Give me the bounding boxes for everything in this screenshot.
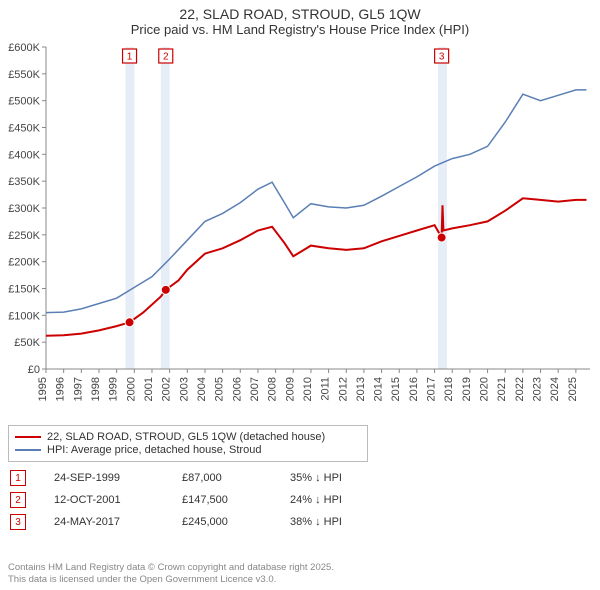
- svg-text:£400K: £400K: [8, 149, 40, 161]
- svg-text:2015: 2015: [390, 377, 402, 401]
- svg-text:£100K: £100K: [8, 310, 40, 322]
- sale-price: £245,000: [182, 516, 262, 528]
- sale-date: 24-MAY-2017: [54, 516, 154, 528]
- svg-text:£350K: £350K: [8, 176, 40, 188]
- table-row: 2 12-OCT-2001 £147,500 24% ↓ HPI: [10, 492, 590, 508]
- legend-label: HPI: Average price, detached house, Stro…: [47, 444, 261, 456]
- svg-text:2000: 2000: [125, 377, 137, 401]
- sale-delta: 35% ↓ HPI: [290, 472, 380, 484]
- title-block: 22, SLAD ROAD, STROUD, GL5 1QW Price pai…: [0, 0, 600, 39]
- svg-text:1996: 1996: [55, 377, 67, 401]
- svg-text:1: 1: [127, 52, 133, 63]
- svg-text:2024: 2024: [549, 377, 561, 401]
- svg-text:2007: 2007: [249, 377, 261, 401]
- footer-line2: This data is licensed under the Open Gov…: [8, 574, 334, 586]
- svg-text:1997: 1997: [72, 377, 84, 401]
- sale-price: £87,000: [182, 472, 262, 484]
- svg-text:3: 3: [439, 52, 445, 63]
- svg-text:2025: 2025: [567, 377, 579, 401]
- svg-text:1998: 1998: [90, 377, 102, 401]
- legend-swatch: [15, 449, 41, 451]
- sale-marker-icon: 2: [10, 492, 26, 508]
- svg-text:2013: 2013: [355, 377, 367, 401]
- svg-text:£150K: £150K: [8, 284, 40, 296]
- svg-text:2017: 2017: [426, 377, 438, 401]
- svg-text:1999: 1999: [108, 377, 120, 401]
- svg-text:2011: 2011: [320, 377, 332, 401]
- sale-date: 24-SEP-1999: [54, 472, 154, 484]
- svg-text:2005: 2005: [214, 377, 226, 401]
- svg-text:2001: 2001: [143, 377, 155, 401]
- table-row: 1 24-SEP-1999 £87,000 35% ↓ HPI: [10, 470, 590, 486]
- svg-text:£0: £0: [28, 364, 40, 376]
- svg-text:2009: 2009: [284, 377, 296, 401]
- svg-text:£50K: £50K: [14, 337, 40, 349]
- svg-text:2002: 2002: [161, 377, 173, 401]
- svg-text:2022: 2022: [514, 377, 526, 401]
- svg-text:£500K: £500K: [8, 96, 40, 108]
- sale-delta: 38% ↓ HPI: [290, 516, 380, 528]
- svg-text:2021: 2021: [496, 377, 508, 401]
- svg-text:£550K: £550K: [8, 69, 40, 81]
- footer-line1: Contains HM Land Registry data © Crown c…: [8, 562, 334, 574]
- chart-area: £0 £50K £100K £150K £200K £250K £300K £350K £400…: [0, 39, 600, 419]
- svg-text:£200K: £200K: [8, 257, 40, 269]
- svg-text:2003: 2003: [178, 377, 190, 401]
- svg-text:£600K: £600K: [8, 42, 40, 54]
- sale-date: 12-OCT-2001: [54, 494, 154, 506]
- svg-text:2016: 2016: [408, 377, 420, 401]
- svg-text:2006: 2006: [231, 377, 243, 401]
- svg-text:2023: 2023: [532, 377, 544, 401]
- svg-text:2020: 2020: [479, 377, 491, 401]
- svg-text:2010: 2010: [302, 377, 314, 401]
- footer-attribution: Contains HM Land Registry data © Crown c…: [8, 562, 334, 586]
- svg-text:2: 2: [163, 52, 169, 63]
- line-chart-svg: £0 £50K £100K £150K £200K £250K £300K £350K £400…: [0, 39, 600, 419]
- svg-text:£300K: £300K: [8, 203, 40, 215]
- title-line2: Price paid vs. HM Land Registry's House …: [0, 22, 600, 37]
- svg-text:2008: 2008: [267, 377, 279, 401]
- svg-text:2014: 2014: [373, 377, 385, 401]
- svg-text:2012: 2012: [337, 377, 349, 401]
- table-row: 3 24-MAY-2017 £245,000 38% ↓ HPI: [10, 514, 590, 530]
- svg-text:£250K: £250K: [8, 230, 40, 242]
- legend-swatch: [15, 436, 41, 438]
- legend-item: HPI: Average price, detached house, Stro…: [15, 444, 361, 456]
- legend-item: 22, SLAD ROAD, STROUD, GL5 1QW (detached…: [15, 431, 361, 443]
- sale-price: £147,500: [182, 494, 262, 506]
- svg-text:2004: 2004: [196, 377, 208, 401]
- sale-delta: 24% ↓ HPI: [290, 494, 380, 506]
- sale-marker-icon: 1: [10, 470, 26, 486]
- svg-text:£450K: £450K: [8, 123, 40, 135]
- title-line1: 22, SLAD ROAD, STROUD, GL5 1QW: [0, 6, 600, 22]
- legend-label: 22, SLAD ROAD, STROUD, GL5 1QW (detached…: [47, 431, 325, 443]
- svg-text:1995: 1995: [37, 377, 49, 401]
- legend: 22, SLAD ROAD, STROUD, GL5 1QW (detached…: [8, 425, 368, 462]
- svg-text:2019: 2019: [461, 377, 473, 401]
- chart-container: 22, SLAD ROAD, STROUD, GL5 1QW Price pai…: [0, 0, 600, 590]
- sales-table: 1 24-SEP-1999 £87,000 35% ↓ HPI 2 12-OCT…: [10, 470, 590, 530]
- sale-marker-icon: 3: [10, 514, 26, 530]
- svg-text:2018: 2018: [443, 377, 455, 401]
